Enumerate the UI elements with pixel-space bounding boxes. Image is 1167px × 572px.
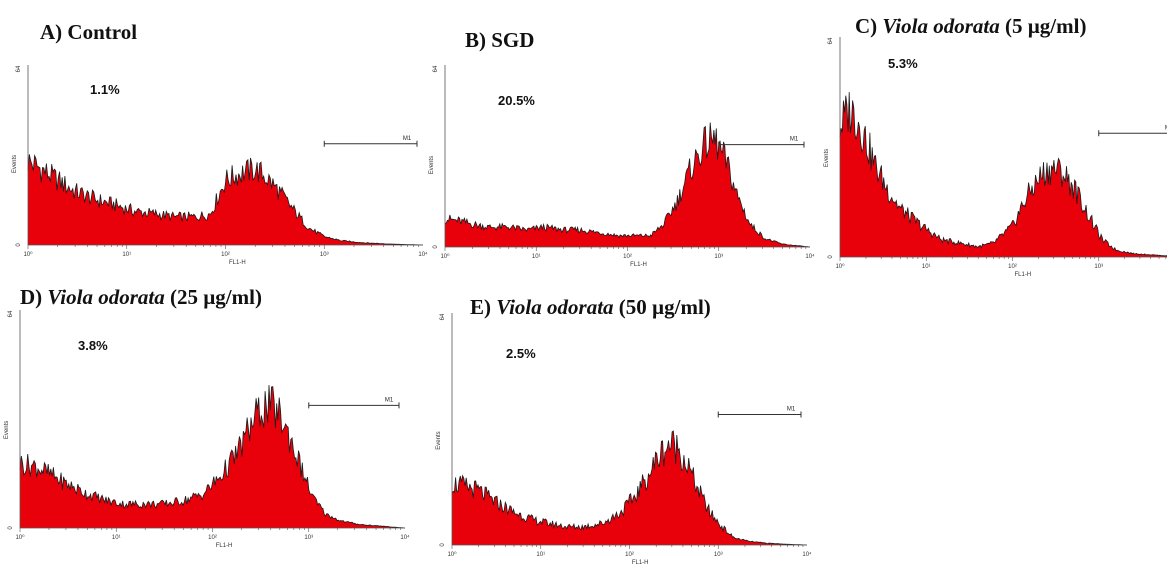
x-axis-title: FL1-H xyxy=(630,262,647,268)
x-tick-label: 10⁰ xyxy=(447,551,457,558)
x-tick-label: 10³ xyxy=(714,254,723,260)
x-axis-title: FL1-H xyxy=(632,560,649,566)
y-axis-title: Events xyxy=(12,155,18,173)
y-tick-label: 0 xyxy=(440,543,446,547)
histogram-outline xyxy=(27,154,423,246)
x-tick-label: 10¹ xyxy=(922,264,931,270)
y-tick-label: 0 xyxy=(828,255,834,259)
panel-d-percent: 3.8% xyxy=(78,338,108,353)
y-tick-label: 0 xyxy=(16,243,22,247)
histogram-outline xyxy=(19,385,406,529)
x-axis-title: FL1-H xyxy=(1015,272,1032,278)
x-tick-label: 10¹ xyxy=(112,535,121,541)
x-tick-label: 10¹ xyxy=(536,552,545,558)
panel-a-histogram: 10⁰ 10¹ 10² 10³ 10⁴ 0 64 FL1-H Events M1 xyxy=(12,65,428,266)
panel-d-title: D) Viola odorata (25 µg/ml) xyxy=(20,285,262,310)
panel-e-percent: 2.5% xyxy=(506,346,536,361)
y-tick-label: 64 xyxy=(828,37,834,44)
panel-a-title-text: Control xyxy=(67,20,138,44)
marker-m1-label: M1 xyxy=(787,407,796,413)
histogram-fill xyxy=(445,122,810,247)
panel-c-title: C) Viola odorata (5 µg/ml) xyxy=(855,14,1086,39)
histogram-fill xyxy=(28,154,423,245)
panel-e-label: E) xyxy=(470,295,491,319)
panel-e-title-suffix: (50 µg/ml) xyxy=(618,295,711,319)
x-axis-title: FL1-H xyxy=(229,260,246,266)
y-tick-label: 64 xyxy=(433,65,439,72)
x-tick-label: 10³ xyxy=(1094,264,1103,270)
histogram-outline xyxy=(444,122,811,248)
panel-d-title-suffix: (25 µg/ml) xyxy=(169,285,262,309)
histogram-outline xyxy=(451,430,807,546)
panel-c-percent: 5.3% xyxy=(888,56,918,71)
x-tick-label: 10³ xyxy=(304,535,313,541)
x-tick-label: 10⁰ xyxy=(15,534,25,541)
x-tick-label: 10¹ xyxy=(122,252,131,258)
x-tick-label: 10¹ xyxy=(532,254,541,260)
histogram-fill xyxy=(452,431,807,545)
y-tick-label: 0 xyxy=(8,526,14,530)
x-tick-label: 10⁰ xyxy=(23,251,33,258)
panel-b-title: B) SGD xyxy=(465,28,534,53)
y-axis-title: Events xyxy=(824,149,830,167)
y-axis-title: Events xyxy=(429,156,435,174)
x-tick-label: 10² xyxy=(221,252,230,258)
y-tick-label: 64 xyxy=(16,65,22,72)
x-tick-label: 10⁴ xyxy=(802,551,812,558)
marker-m1-label: M1 xyxy=(385,397,394,403)
panel-b-label: B) xyxy=(465,28,486,52)
panel-a-label: A) xyxy=(40,20,63,44)
panel-b-title-text: SGD xyxy=(491,28,535,52)
marker-m1-label: M1 xyxy=(1165,125,1167,131)
y-tick-label: 64 xyxy=(440,313,446,320)
panel-d-title-italic: Viola odorata xyxy=(47,285,165,309)
panel-c-label: C) xyxy=(855,14,878,38)
x-tick-label: 10⁰ xyxy=(835,263,845,270)
x-axis-title: FL1-H xyxy=(216,543,233,549)
y-axis-title: Events xyxy=(4,421,10,439)
histogram-fill xyxy=(20,385,405,528)
panel-e-title-italic: Viola odorata xyxy=(496,295,614,319)
x-tick-label: 10² xyxy=(208,535,217,541)
panel-c-title-italic: Viola odorata xyxy=(882,14,1000,38)
x-tick-label: 10⁴ xyxy=(805,253,815,260)
panel-e-title: E) Viola odorata (50 µg/ml) xyxy=(470,295,711,320)
x-tick-label: 10² xyxy=(625,552,634,558)
marker-m1-label: M1 xyxy=(790,137,799,143)
histogram-outline xyxy=(839,92,1167,257)
marker-m1-label: M1 xyxy=(403,136,412,142)
x-tick-label: 10² xyxy=(1008,264,1017,270)
x-tick-label: 10³ xyxy=(320,252,329,258)
panel-c-title-suffix: (5 µg/ml) xyxy=(1004,14,1087,38)
histogram-fill xyxy=(840,92,1167,257)
x-tick-label: 10⁴ xyxy=(400,534,410,541)
panel-e-histogram: 10⁰ 10¹ 10² 10³ 10⁴ 0 64 FL1-H Events M1 xyxy=(436,313,812,566)
panel-a-percent: 1.1% xyxy=(90,82,120,97)
x-tick-label: 10⁴ xyxy=(418,251,428,258)
panel-b-histogram: 10⁰ 10¹ 10² 10³ 10⁴ 0 64 FL1-H Events M1 xyxy=(429,65,815,268)
panel-a-title: A) Control xyxy=(40,20,137,45)
panel-b-percent: 20.5% xyxy=(498,93,535,108)
panel-d-histogram: 10⁰ 10¹ 10² 10³ 10⁴ 0 64 FL1-H Events M1 xyxy=(4,310,410,549)
x-tick-label: 10³ xyxy=(714,552,723,558)
y-axis-title: Events xyxy=(436,431,442,449)
x-tick-label: 10² xyxy=(623,254,632,260)
x-tick-label: 10⁰ xyxy=(440,253,450,260)
y-tick-label: 0 xyxy=(433,245,439,249)
panel-d-label: D) xyxy=(20,285,43,309)
y-tick-label: 64 xyxy=(8,310,14,317)
